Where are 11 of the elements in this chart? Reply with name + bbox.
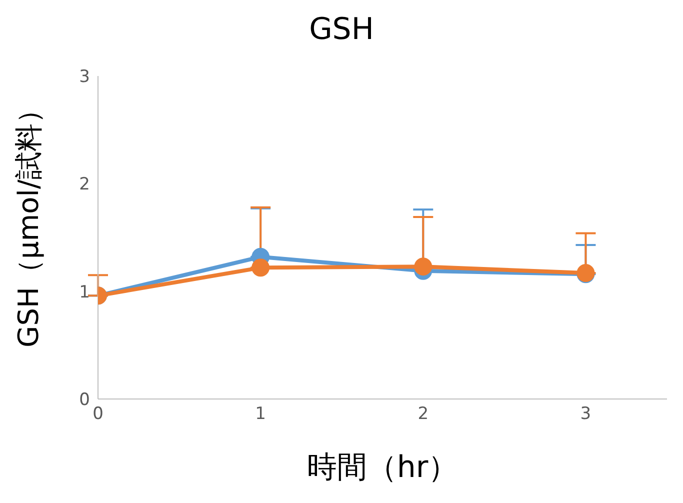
x-tick-label: 2 bbox=[418, 404, 429, 424]
chart-title: GSH bbox=[308, 11, 375, 49]
y-tick-label: 1 bbox=[79, 282, 90, 302]
x-axis-title: 時間（hr） bbox=[306, 450, 458, 485]
x-tick-label: 3 bbox=[580, 404, 592, 424]
y-tick-label: 3 bbox=[79, 67, 90, 88]
y-tick-label: 2 bbox=[79, 174, 90, 195]
x-tick-label: 0 bbox=[92, 404, 104, 424]
y-tick-label: 0 bbox=[79, 390, 90, 410]
y-axis-title: GSH（μmol/試料） bbox=[12, 96, 45, 348]
x-tick-label: 1 bbox=[255, 404, 266, 424]
